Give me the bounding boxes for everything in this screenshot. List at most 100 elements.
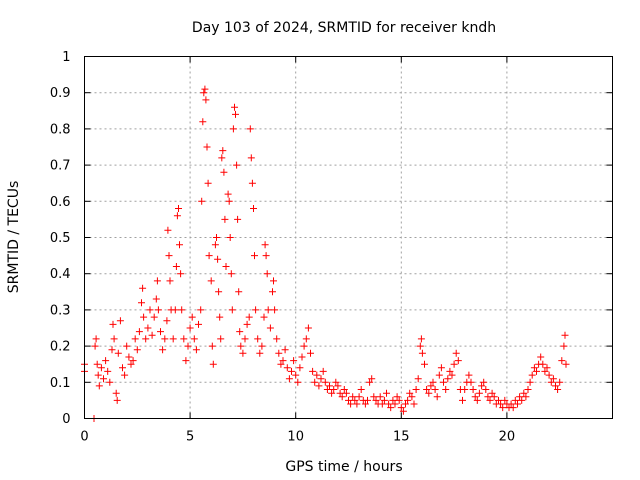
data-point (146, 306, 154, 314)
data-point (100, 375, 107, 383)
data-point (119, 364, 126, 372)
data-point (423, 386, 431, 393)
data-point (121, 371, 129, 379)
y-tick-label: 0 (62, 412, 70, 427)
data-point (302, 335, 310, 343)
data-point (497, 400, 505, 408)
y-tick-label: 0.7 (50, 159, 71, 174)
data-point (484, 393, 492, 401)
data-point (123, 342, 131, 350)
data-point (351, 396, 359, 404)
data-point (514, 400, 521, 408)
data-point (524, 386, 532, 393)
data-point (427, 382, 435, 390)
data-point (469, 386, 477, 393)
data-point (511, 396, 519, 404)
data-point (172, 263, 180, 270)
data-point (201, 85, 209, 93)
data-point (148, 331, 156, 339)
data-point (421, 360, 428, 368)
data-point (131, 335, 139, 343)
data-point (389, 396, 397, 404)
data-point (95, 382, 103, 390)
data-point (241, 335, 249, 343)
data-point (452, 349, 460, 357)
data-point (294, 378, 302, 386)
data-point (114, 349, 122, 357)
data-point (355, 393, 363, 401)
data-point (165, 252, 173, 260)
data-point (127, 360, 135, 368)
data-point (150, 313, 158, 321)
data-point (275, 349, 283, 357)
data-point (414, 375, 422, 383)
data-point (279, 357, 287, 365)
data-point (304, 324, 312, 332)
data-point (269, 288, 276, 296)
data-point (157, 328, 164, 336)
data-point (488, 389, 496, 397)
x-tick-label: 0 (80, 430, 88, 445)
data-point (190, 335, 198, 343)
data-point (173, 212, 181, 220)
data-point (317, 375, 325, 383)
data-point (116, 317, 124, 325)
data-point (417, 335, 425, 343)
data-point (288, 367, 295, 375)
data-point (450, 360, 458, 368)
data-point (353, 400, 361, 408)
data-point (213, 234, 220, 241)
data-point (482, 386, 490, 393)
data-point (102, 357, 110, 365)
data-point (300, 342, 308, 350)
data-point (211, 241, 219, 249)
data-point (370, 393, 378, 401)
data-point (547, 378, 555, 386)
data-point (406, 389, 414, 397)
data-point (188, 313, 196, 321)
data-point (461, 386, 469, 393)
data-point (290, 357, 298, 365)
data-point (467, 378, 475, 386)
data-point (380, 396, 388, 404)
data-point (418, 349, 426, 357)
data-point (446, 367, 454, 375)
data-point (347, 400, 355, 408)
data-point (408, 393, 416, 401)
data-point (444, 375, 452, 383)
data-point (266, 324, 274, 332)
data-point (518, 396, 526, 404)
data-point (248, 179, 256, 187)
data-point (530, 364, 538, 372)
y-tick-label: 0.4 (50, 267, 71, 282)
data-point (227, 270, 235, 278)
data-point (161, 335, 169, 343)
data-point (260, 313, 268, 321)
data-points (81, 85, 570, 422)
data-point (307, 349, 314, 357)
data-point (416, 342, 424, 350)
data-point (368, 375, 376, 383)
data-point (526, 378, 534, 386)
data-point (437, 364, 445, 372)
data-point (219, 147, 227, 155)
data-point (177, 270, 185, 278)
data-point (97, 364, 105, 372)
data-point (383, 389, 390, 397)
data-point (214, 255, 222, 263)
data-point (433, 393, 441, 401)
data-point (159, 346, 167, 354)
data-point (186, 324, 194, 332)
data-point (541, 367, 549, 375)
data-point (397, 404, 405, 412)
data-point (106, 378, 114, 386)
data-point (349, 393, 357, 401)
data-point (533, 367, 540, 375)
data-point (465, 371, 473, 379)
data-point (202, 96, 210, 104)
data-point (376, 393, 384, 401)
data-point (256, 349, 264, 357)
data-point (207, 277, 215, 285)
data-point (285, 375, 293, 383)
